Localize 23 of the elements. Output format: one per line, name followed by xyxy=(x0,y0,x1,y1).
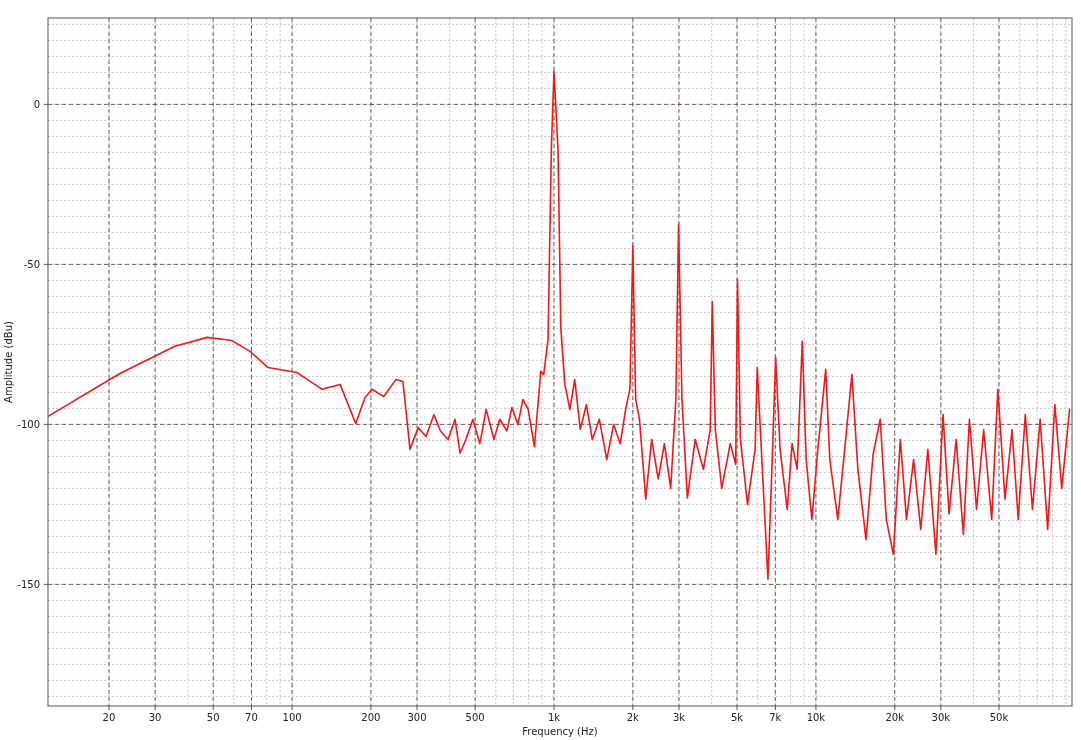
x-tick-label: 7k xyxy=(769,712,782,723)
x-tick-label: 30 xyxy=(148,712,162,723)
x-tick-label: 10k xyxy=(806,712,826,723)
x-tick-label: 20k xyxy=(885,712,905,723)
x-tick-label: 500 xyxy=(465,712,485,723)
y-axis-title: Amplitude (dBu) xyxy=(3,321,14,403)
x-tick-label: 1k xyxy=(547,712,561,723)
y-tick-label: -50 xyxy=(23,258,40,270)
y-tick-label: -100 xyxy=(17,418,40,430)
x-tick-label: 3k xyxy=(672,712,686,723)
x-tick-label: 70 xyxy=(245,712,258,723)
y-tick-label: -150 xyxy=(17,578,40,590)
x-tick-label: 50 xyxy=(206,712,220,723)
x-tick-label: 300 xyxy=(407,712,427,723)
x-tick-label: 2k xyxy=(626,712,640,723)
x-tick-label: 50k xyxy=(989,712,1009,723)
x-tick-label: 100 xyxy=(282,712,302,723)
y-tick-label: 0 xyxy=(33,98,40,110)
x-tick-label: 30k xyxy=(931,712,951,723)
x-tick-label: 20 xyxy=(102,712,116,723)
x-tick-label: 200 xyxy=(361,712,381,723)
x-axis-title: Frequency (Hz) xyxy=(522,726,598,737)
x-tick-label: 5k xyxy=(730,712,744,723)
